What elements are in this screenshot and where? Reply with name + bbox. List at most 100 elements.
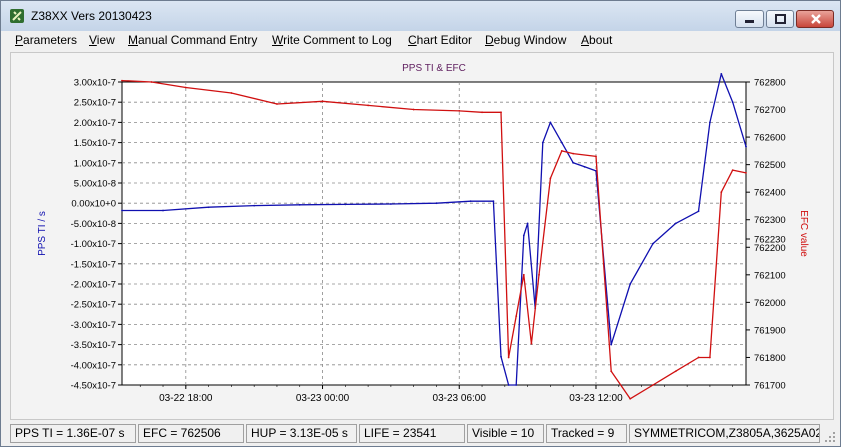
minimize-icon [745,20,754,23]
series-point-efc [731,169,734,172]
menu-bar: Parameters View Manual Command Entry Wri… [1,31,840,51]
close-icon [811,14,821,24]
maximize-icon [775,14,786,24]
y-tick-label: 1.00x10-7 [74,158,116,169]
status-tracked: Tracked = 9 [546,424,627,443]
menu-manual-command-entry[interactable]: Manual Command Entry [128,33,258,47]
series-point-pps-ti [507,384,510,386]
series-point-pps-ti [583,165,586,168]
series-point-efc [674,370,677,373]
y-tick-label: 3.00x10-7 [74,78,116,89]
y-tick-label: 5.00x10-8 [74,179,116,190]
series-point-pps-ti [652,242,654,245]
y2-tick-label: 762200 [754,243,786,254]
menu-chart-editor[interactable]: Chart Editor [408,33,473,47]
series-point-efc [276,103,278,105]
series-point-pps-ti [674,222,677,225]
y-tick-label: -2.00x10-7 [71,280,116,291]
series-point-efc [595,155,597,158]
series-point-efc [629,397,632,400]
series-point-efc [522,273,525,276]
series-point-efc [572,152,575,155]
y2-tick-label: 762800 [754,78,786,89]
series-point-pps-ti [526,222,529,225]
series-point-pps-ti [560,141,563,144]
series-point-efc [745,172,747,174]
y-tick-label: 0.00x10+0 [71,199,116,210]
series-point-pps-ti [720,73,723,75]
y2-tick-label: 762500 [754,160,786,171]
minimize-button[interactable] [735,10,764,28]
x-tick-label: 03-22 18:00 [159,393,213,404]
status-pps-ti: PPS TI = 1.36E-07 s [10,424,136,443]
series-point-pps-ti [162,209,164,212]
maximize-button[interactable] [766,10,794,28]
y-tick-label: 2.00x10-7 [74,118,116,129]
y2-tick-label: 761700 [754,381,786,392]
y2-tick-label: 762700 [754,105,786,116]
series-point-pps-ti [709,121,711,124]
y-tick-label: -1.50x10-7 [71,259,116,270]
series-point-efc [720,191,723,194]
close-button[interactable] [796,10,834,28]
menu-view[interactable]: View [89,33,115,47]
series-point-efc [610,370,613,373]
satellite-icon [10,9,24,23]
menu-write-comment-to-log[interactable]: Write Comment to Log [272,33,392,47]
series-point-efc [367,104,370,107]
series-point-pps-ti [344,203,347,206]
series-point-pps-ti [435,202,438,205]
window-title: Z38XX Vers 20130423 [31,9,152,23]
series-point-pps-ti [745,145,747,148]
y-tick-label: 1.50x10-7 [74,138,116,149]
series-point-efc [121,79,123,82]
resize-grip-icon[interactable] [824,431,836,443]
x-tick-label: 03-23 12:00 [569,393,623,404]
status-life: LIFE = 23541 [359,424,465,443]
series-point-efc [412,108,415,111]
series-point-pps-ti [207,206,210,209]
y-tick-label: 2.50x10-7 [74,98,116,109]
series-point-efc [530,342,533,345]
menu-debug-window[interactable]: Debug Window [485,33,567,47]
series-point-pps-ti [500,355,502,358]
y2-tick-label: 761800 [754,353,786,364]
series-point-efc [507,356,510,359]
title-bar[interactable]: Z38XX Vers 20130423 [1,1,840,31]
y-tick-label: -1.00x10-7 [71,239,116,250]
series-point-pps-ti [541,141,544,144]
series-point-efc [500,111,502,114]
chart-title: PPS TI & EFC [402,63,466,74]
menu-parameters[interactable]: Parameters [15,33,78,47]
series-point-efc [230,92,233,94]
pps-efc-chart[interactable]: PPS TI & EFC 03-22 18:00 03-23 00:00 03-23 … [11,53,833,419]
y-tick-label: -5.00x10-8 [71,219,116,230]
series-point-pps-ti [515,384,518,386]
series-point-efc [549,177,552,180]
series-point-efc [697,356,700,359]
series-point-efc [150,81,153,83]
y2-tick-label: 762100 [754,270,786,281]
y-tick-label: -3.50x10-7 [71,340,116,351]
y-tick-label: -3.00x10-7 [71,320,116,331]
series-point-efc [321,100,324,103]
status-efc: EFC = 762506 [138,424,244,443]
chart-panel: PPS TI & EFC 03-22 18:00 03-23 00:00 03-23 … [10,52,834,420]
status-visible: Visible = 10 [467,424,544,443]
plot-area [121,81,747,386]
y2-tick-label: 762600 [754,133,786,144]
series-point-efc [515,315,518,318]
series-point-efc [458,110,461,112]
series-point-pps-ti [731,101,734,104]
series-point-efc [560,149,563,152]
series-point-efc [709,356,711,359]
x-tick-label: 03-23 06:00 [433,393,487,404]
status-bar: PPS TI = 1.36E-07 s EFC = 762506 HUP = 3… [1,421,840,446]
y-tick-label: -4.00x10-7 [71,360,116,371]
series-point-efc [481,111,483,114]
menu-about[interactable]: About [581,33,613,47]
y2-tick-label: 762000 [754,298,786,309]
series-point-pps-ti [298,203,301,206]
series-point-pps-ti [253,204,256,207]
series-point-pps-ti [629,283,632,285]
